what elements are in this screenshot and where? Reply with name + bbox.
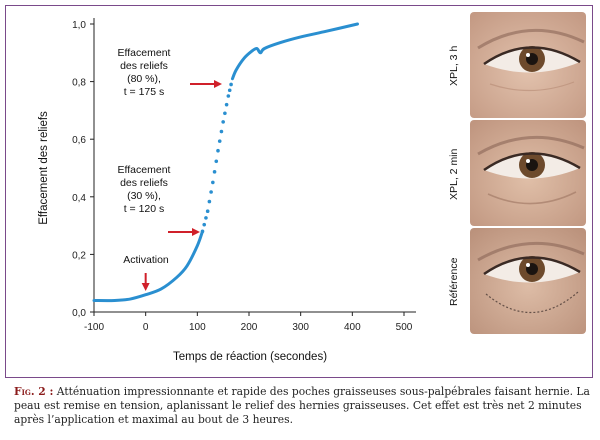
x-tick-label: 300 [292,322,309,333]
annotation-line: des reliefs [120,60,168,72]
curve-dot [207,199,212,204]
caption-text: Atténuation impressionnante et rapide de… [14,385,590,426]
curve-dot [202,222,207,227]
curve-segment-2 [230,22,359,81]
x-tick-label: -100 [84,322,104,333]
y-tick-label: 0,2 [72,250,86,261]
chart-curves [92,22,359,303]
figure-caption: Fig. 2 : Atténuation impressionnante et … [14,385,594,427]
curve-segment-0 [92,229,204,303]
curve-dot [214,159,219,164]
curve-dot [221,120,225,124]
annotation-line: des reliefs [120,177,168,189]
annotation-line: Effacement [117,47,171,59]
curve-dot [227,88,232,93]
y-tick-label: 0,0 [72,308,86,319]
curve-dot [217,139,222,143]
y-tick-label: 1,0 [72,20,86,31]
annotation-line: Effacement [117,164,171,176]
curve-dot [205,209,210,213]
line-chart: -100 0 100 200 300 400 500 0,0 0,2 0,4 0,6 0,8 1,0 T… [38,18,416,363]
caption-prefix: Fig. 2 : [14,385,54,398]
curve-dot [209,190,213,194]
annotation-line: (30 %), [127,190,161,202]
y-axis-label: Effacement des reliefs [38,111,50,225]
photo-label-2min: XPL, 2 min [448,148,460,200]
curve-dot [224,102,229,107]
annotation-30-percent: Effacement des reliefs (30 %), t = 120 s [100,164,188,216]
y-tick-label: 0,8 [72,78,86,89]
curve-dot [200,229,205,234]
photo-label-reference: Référence [448,257,460,307]
curve-dot [211,180,215,185]
x-axis-label: Temps de réaction (secondes) [173,351,327,363]
x-tick-label: 500 [396,322,413,333]
x-tick-label: 200 [241,322,258,333]
y-tick-label: 0,4 [72,193,86,204]
curve-dot [226,94,231,98]
annotation-arrows [141,80,222,291]
curve-dot [223,111,227,116]
annotation-activation: Activation [108,254,184,267]
eye-photo-reference [470,228,586,334]
curve-dot [219,129,224,134]
annotation-line: (80 %), [127,73,161,85]
curve-dot [204,216,208,220]
eye-photo-3h [470,12,586,118]
x-tick-label: 100 [189,322,206,333]
eye-photo-2min [470,120,586,226]
photo-label-3h: XPL, 3 h [448,45,460,87]
arrow-80-percent-head [214,80,222,88]
y-tick-label: 0,6 [72,135,86,146]
x-tick-label: 0 [143,322,149,333]
annotation-line: t = 120 s [123,203,165,215]
annotation-line: Activation [123,254,169,266]
curve-dot [216,148,220,153]
arrow-activation-head [141,283,150,291]
chart-axes: -100 0 100 200 300 400 500 0,0 0,2 0,4 0,6 0,8 1,0 [72,18,416,333]
arrow-30-percent-head [192,228,200,236]
annotation-line: t = 175 s [123,86,165,98]
x-tick-label: 400 [344,322,361,333]
curve-dot [229,82,233,87]
annotation-80-percent: Effacement des reliefs (80 %), t = 175 s [100,47,188,99]
curve-dot [212,170,217,174]
